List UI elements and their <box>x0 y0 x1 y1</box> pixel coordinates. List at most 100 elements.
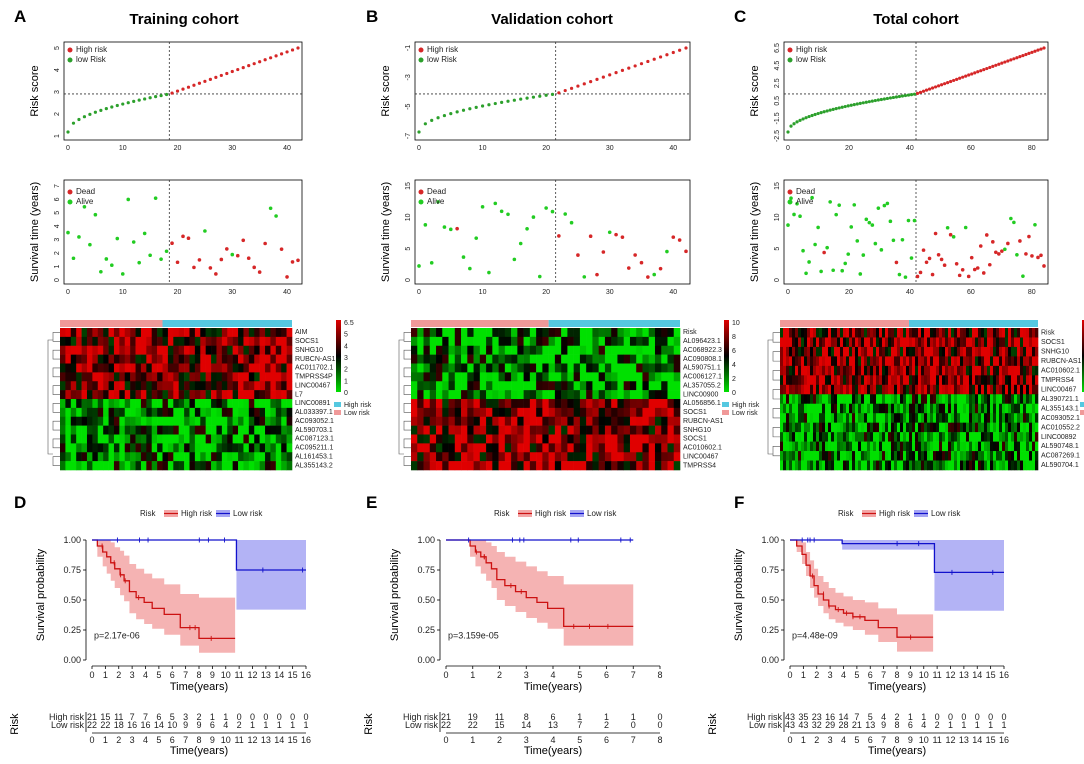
heatmap-cell <box>629 345 637 355</box>
heatmap-cell <box>81 336 88 347</box>
heatmap-cell <box>930 346 934 357</box>
heatmap-cell <box>178 372 185 382</box>
km-ytick-label: 1.00 <box>761 535 779 545</box>
heatmap-cell <box>454 407 462 418</box>
heatmap-cell <box>281 381 287 391</box>
heatmap-cell <box>822 451 826 461</box>
heatmap-cell <box>60 363 66 373</box>
heatmap-gene-label: AC093052.1 <box>1041 415 1080 422</box>
heatmap-cell <box>429 336 437 347</box>
heatmap-cell <box>97 434 104 444</box>
heatmap-cell <box>216 336 223 347</box>
heatmap-cell <box>232 425 239 435</box>
legend-dead-label: Dead <box>76 187 95 196</box>
heatmap-cell <box>554 363 562 373</box>
heatmap-cell <box>254 407 260 418</box>
heatmap-cell <box>286 461 293 471</box>
heatmap-cell <box>523 434 531 444</box>
heatmap-cell <box>969 384 973 395</box>
heatmap-cell <box>1026 365 1030 376</box>
heatmap-cell <box>498 345 506 355</box>
heatmap-cell <box>504 363 512 373</box>
heatmap-cell <box>617 328 624 338</box>
risk-table-value: 0 <box>237 712 242 722</box>
risk-score-point <box>961 75 965 79</box>
heatmap-cell <box>840 346 844 357</box>
km-curve-low <box>790 539 1004 574</box>
risk-score-point <box>825 109 829 113</box>
heatmap-cell <box>951 365 955 376</box>
heatmap-cell <box>417 345 424 355</box>
heatmap-cell <box>467 345 474 355</box>
heatmap-cell <box>454 416 462 426</box>
heatmap-cell <box>813 346 817 357</box>
heatmap-cell <box>642 390 650 400</box>
heatmap-cell <box>673 416 681 426</box>
survival-point <box>933 231 938 236</box>
heatmap-cell <box>813 413 817 423</box>
heatmap-cell <box>855 394 859 405</box>
heatmap-cell <box>945 432 949 442</box>
heatmap-cell <box>912 328 916 338</box>
survival-point <box>525 226 529 231</box>
heatmap-cell <box>436 434 443 444</box>
heatmap-cell <box>795 451 799 461</box>
heatmap-cell <box>993 328 997 338</box>
heatmap-cell <box>554 354 562 364</box>
heatmap-cell <box>948 365 952 376</box>
heatmap-cell <box>816 375 820 386</box>
heatmap-cell <box>843 394 847 405</box>
heatmap-cell <box>473 443 481 453</box>
risk-score-point <box>652 57 656 61</box>
survival-point <box>810 195 814 200</box>
heatmap-cell <box>411 452 418 462</box>
heatmap-cell <box>542 425 549 435</box>
heatmap-cell <box>70 381 77 391</box>
heatmap-cell <box>461 461 468 471</box>
heatmap-cell <box>70 345 77 355</box>
risk-score-point <box>557 91 561 95</box>
heatmap-cell <box>957 403 961 414</box>
heatmap-cell <box>813 356 817 367</box>
km-xtick-label: 1 <box>103 670 108 680</box>
heatmap-cell <box>586 363 593 373</box>
heatmap-cell <box>598 381 606 391</box>
heatmap-cell <box>807 337 811 348</box>
heatmap-cell <box>259 443 266 453</box>
heatmap-cell <box>523 452 531 462</box>
heatmap-cell <box>900 337 904 348</box>
survival-time-ylabel: Survival time (years) <box>380 182 392 282</box>
heatmap-cell <box>479 461 487 471</box>
heatmap-cell <box>909 346 913 357</box>
heatmap-cell <box>969 365 973 376</box>
survival-point <box>131 240 136 244</box>
heatmap-cell <box>146 407 153 418</box>
heatmap-cell <box>804 413 808 423</box>
heatmap-cell <box>529 354 537 364</box>
risk-table-xtick: 15 <box>288 735 298 745</box>
risk-score-ytick: 4 <box>54 68 61 72</box>
heatmap-legend-low-label: Low risk <box>344 410 370 417</box>
heatmap-cell <box>573 345 581 355</box>
risk-score-point <box>1024 52 1028 57</box>
risk-score-point <box>519 97 523 101</box>
survival-point <box>939 257 944 262</box>
heatmap-cell <box>200 434 206 444</box>
survival-point <box>942 263 947 268</box>
risk-table-value: 7 <box>854 712 859 722</box>
heatmap-cell <box>942 346 946 357</box>
heatmap-cell <box>837 403 841 414</box>
heatmap-cell <box>939 328 943 338</box>
heatmap-cell <box>76 452 82 462</box>
heatmap-cell <box>511 390 518 400</box>
heatmap-cell <box>912 422 916 433</box>
heatmap-cell <box>216 399 223 409</box>
heatmap-cell <box>623 336 631 347</box>
heatmap-cell <box>184 399 190 409</box>
heatmap-cell <box>864 451 868 461</box>
heatmap-cell <box>275 354 282 364</box>
legend-high-label: High risk <box>76 45 108 54</box>
heatmap-cell <box>270 425 277 435</box>
survival-point <box>852 203 857 207</box>
heatmap-cell <box>996 328 1000 338</box>
